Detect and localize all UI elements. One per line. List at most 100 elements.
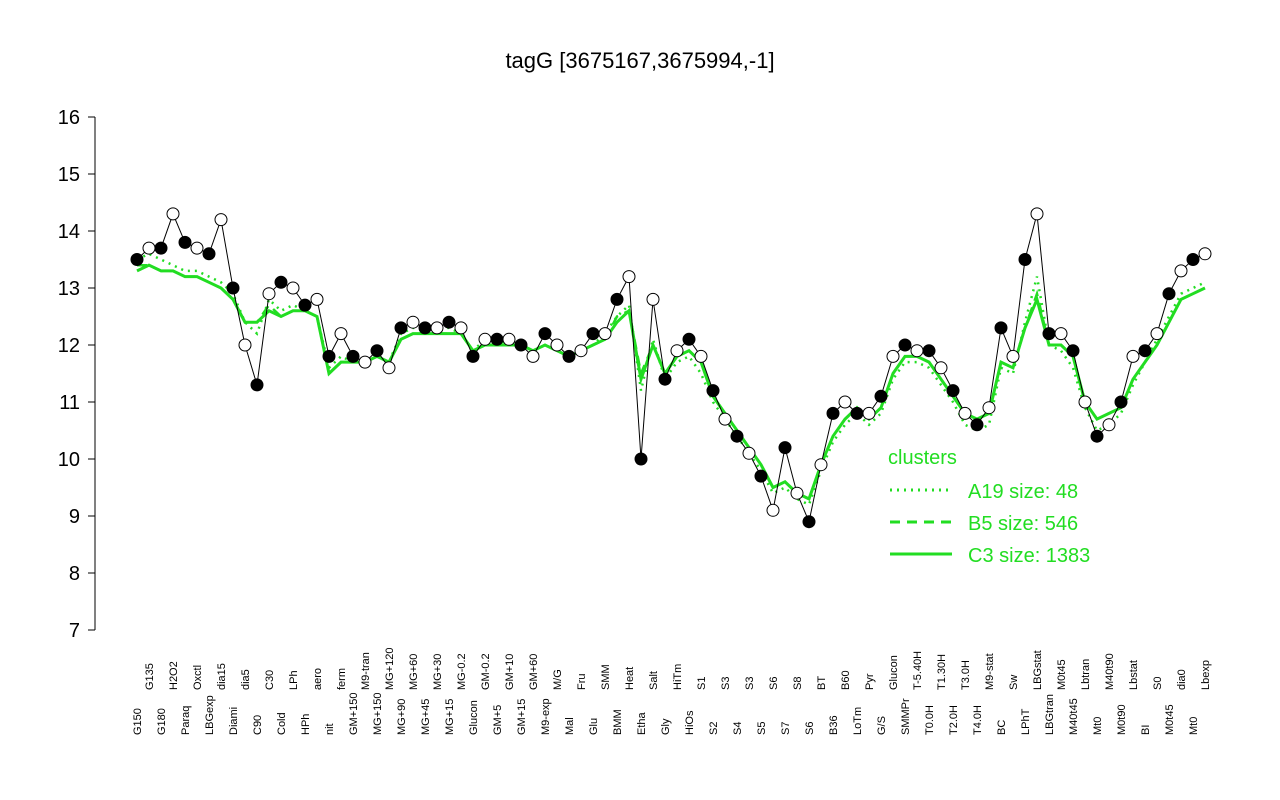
data-point (478, 332, 492, 346)
data-point (586, 327, 600, 341)
data-point (682, 332, 696, 346)
x-tick-label: LBGstat (1032, 650, 1044, 690)
x-tick-label: Mt0 (1188, 717, 1200, 735)
data-point (850, 406, 864, 420)
x-tick-label: LPh (288, 670, 300, 690)
x-tick-label: T-5.40H (912, 651, 924, 690)
data-point (310, 292, 324, 306)
data-point (154, 241, 168, 255)
data-point (286, 281, 300, 295)
x-tick-label: LBGtran (1044, 694, 1056, 735)
x-tick-label: S1 (696, 677, 708, 690)
data-point (238, 338, 252, 352)
x-tick-label: SMMPr (900, 698, 912, 735)
x-tick-label: S0 (1152, 677, 1164, 690)
x-tick-label: GM+10 (504, 654, 516, 690)
x-tick-label: S2 (708, 722, 720, 735)
x-tick-label: Cold (276, 712, 288, 735)
x-tick-label: T4.0H (972, 705, 984, 735)
data-point (322, 349, 336, 363)
data-point (1114, 395, 1128, 409)
data-point (742, 446, 756, 460)
data-point (250, 378, 264, 392)
x-tick-label: Glucon (888, 655, 900, 690)
x-tick-label: G150 (132, 708, 144, 735)
x-tick-label: GM-0.2 (480, 653, 492, 690)
data-point (610, 292, 624, 306)
y-tick-label: 11 (59, 392, 80, 414)
data-point (730, 429, 744, 443)
legend-label: B5 size: 546 (968, 513, 1078, 535)
x-tick-label: M/G (552, 669, 564, 690)
data-point (646, 292, 660, 306)
x-tick-label: Lbtran (1080, 659, 1092, 690)
data-point (358, 355, 372, 369)
x-tick-label: B36 (828, 715, 840, 735)
x-tick-label: Paraq (180, 706, 192, 735)
x-tick-label: M9-exp (540, 698, 552, 735)
x-tick-label: M0t90 (1116, 704, 1128, 735)
data-point (766, 503, 780, 517)
x-tick-label: GM+60 (528, 654, 540, 690)
data-point (1138, 344, 1152, 358)
y-tick-label: 7 (69, 620, 80, 642)
x-tick-label: nit (324, 723, 336, 735)
data-point (1030, 207, 1044, 221)
x-tick-label: GM+5 (492, 705, 504, 735)
data-point (430, 321, 444, 335)
x-tick-label: H2O2 (168, 661, 180, 690)
y-tick-label: 13 (58, 278, 80, 300)
data-point (418, 321, 432, 335)
data-point (298, 298, 312, 312)
x-tick-label: M9-tran (360, 652, 372, 690)
x-tick-label: Glucon (468, 700, 480, 735)
x-tick-label: M40t90 (1104, 653, 1116, 690)
x-tick-label: Oxctl (192, 665, 204, 690)
x-tick-label: Gly (660, 718, 672, 735)
data-point (574, 344, 588, 358)
data-point (778, 441, 792, 455)
data-point (178, 235, 192, 249)
legend-label: A19 size: 48 (968, 481, 1078, 503)
data-point (898, 338, 912, 352)
x-tick-label: T3.0H (960, 660, 972, 690)
x-tick-label: BI (1140, 725, 1152, 735)
x-tick-label: aero (312, 668, 324, 690)
x-tick-label: Mal (564, 717, 576, 735)
x-tick-label: Diami (228, 707, 240, 735)
data-point (658, 372, 672, 386)
data-point (694, 349, 708, 363)
x-tick-label: M9-stat (984, 653, 996, 690)
x-tick-label: GM+15 (516, 699, 528, 735)
x-tick-label: M0t45 (1164, 704, 1176, 735)
y-tick-label: 8 (69, 563, 80, 585)
x-tick-label: S3 (744, 677, 756, 690)
data-point (790, 486, 804, 500)
data-point (526, 349, 540, 363)
data-point (802, 515, 816, 529)
x-tick-label: Fru (576, 674, 588, 691)
x-tick-label: GM+150 (348, 693, 360, 736)
x-tick-label: BC (996, 720, 1008, 735)
x-tick-label: G/S (876, 716, 888, 735)
x-tick-label: MG+15 (444, 699, 456, 735)
data-point (334, 327, 348, 341)
data-point (514, 338, 528, 352)
data-point (958, 406, 972, 420)
data-point (634, 452, 648, 466)
data-point (922, 344, 936, 358)
legend-label: C3 size: 1383 (968, 545, 1090, 567)
data-point (490, 332, 504, 346)
x-tick-label: Salt (648, 671, 660, 690)
data-point (1066, 344, 1080, 358)
data-line (136, 212, 1206, 524)
x-tick-label: Glu (588, 718, 600, 735)
data-point (226, 281, 240, 295)
cluster-line (137, 263, 1206, 501)
data-point (1126, 349, 1140, 363)
x-tick-label: S4 (732, 722, 744, 735)
data-point (970, 418, 984, 432)
x-tick-label: MG-0.2 (456, 653, 468, 690)
data-point (814, 458, 828, 472)
